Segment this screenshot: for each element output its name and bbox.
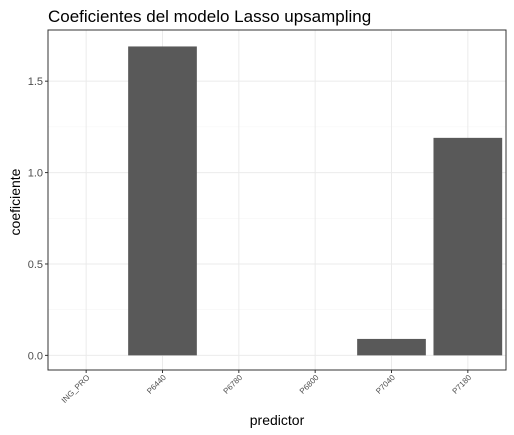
plot-panel	[47, 29, 507, 371]
bar-p6440	[128, 46, 197, 356]
y-tick-label: 1.0	[28, 168, 43, 180]
x-tick-label: ING_PRO	[60, 373, 92, 405]
y-tick-label: 0.0	[28, 350, 43, 362]
x-axis: ING_PRO P6440 P6780 P6800 P7040 P7180	[60, 370, 474, 405]
y-axis: 0.0 0.5 1.0 1.5	[28, 76, 48, 362]
x-tick-label: P7180	[451, 373, 474, 396]
bars	[128, 46, 503, 356]
y-tick-label: 0.5	[28, 259, 43, 271]
x-tick-label: P7040	[374, 373, 397, 396]
panel-border	[47, 29, 507, 371]
bar-p7180	[433, 137, 503, 356]
x-axis-title: predictor	[250, 412, 305, 428]
x-tick-label: P6440	[145, 373, 168, 396]
x-tick-label: P6800	[298, 373, 321, 396]
bar-p7040	[357, 338, 426, 356]
x-tick-label: P6780	[222, 373, 245, 396]
chart-title: Coeficientes del modelo Lasso upsampling	[48, 7, 371, 26]
y-tick-label: 1.5	[28, 76, 43, 88]
y-axis-title: coeficiente	[7, 168, 23, 235]
